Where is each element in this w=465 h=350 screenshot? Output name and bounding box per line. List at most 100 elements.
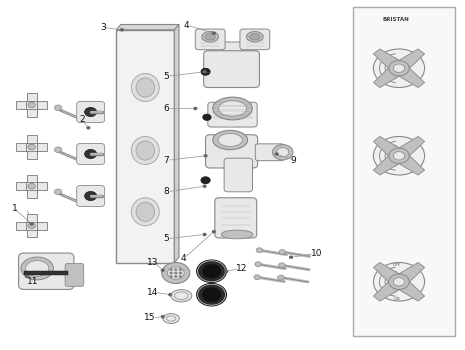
Polygon shape [393, 64, 425, 88]
Circle shape [194, 107, 197, 110]
Polygon shape [373, 277, 405, 301]
Circle shape [255, 262, 261, 267]
Ellipse shape [132, 136, 159, 164]
FancyBboxPatch shape [206, 135, 258, 168]
Ellipse shape [213, 131, 247, 150]
Ellipse shape [221, 230, 253, 239]
Circle shape [373, 49, 425, 88]
FancyBboxPatch shape [195, 29, 225, 50]
FancyBboxPatch shape [26, 143, 37, 151]
Circle shape [85, 107, 97, 117]
Polygon shape [373, 262, 405, 286]
Text: ON: ON [393, 296, 400, 301]
Circle shape [54, 105, 62, 111]
Ellipse shape [136, 202, 154, 222]
FancyBboxPatch shape [215, 198, 257, 238]
Circle shape [179, 276, 181, 277]
FancyBboxPatch shape [26, 222, 37, 230]
Polygon shape [27, 135, 37, 159]
Circle shape [28, 183, 35, 189]
Circle shape [179, 269, 181, 270]
Circle shape [392, 276, 406, 287]
Ellipse shape [163, 314, 179, 323]
Circle shape [201, 68, 210, 75]
Circle shape [213, 32, 215, 34]
Text: 4: 4 [184, 21, 189, 30]
Polygon shape [393, 136, 425, 160]
Ellipse shape [250, 34, 260, 40]
FancyBboxPatch shape [77, 186, 105, 206]
Polygon shape [393, 277, 425, 301]
Circle shape [28, 144, 35, 150]
Text: 5: 5 [164, 72, 169, 81]
Text: 9: 9 [291, 156, 296, 165]
Circle shape [197, 284, 226, 306]
Circle shape [85, 191, 97, 201]
Circle shape [389, 61, 409, 76]
Circle shape [28, 223, 35, 229]
FancyBboxPatch shape [208, 102, 257, 127]
Polygon shape [16, 222, 47, 230]
Circle shape [373, 262, 425, 301]
Polygon shape [373, 64, 405, 88]
Circle shape [203, 71, 206, 73]
Ellipse shape [26, 260, 49, 276]
Ellipse shape [132, 198, 159, 226]
Polygon shape [393, 262, 425, 286]
Circle shape [26, 275, 28, 278]
FancyBboxPatch shape [255, 144, 284, 161]
FancyBboxPatch shape [26, 182, 37, 190]
Circle shape [175, 276, 177, 277]
Polygon shape [27, 93, 37, 117]
FancyBboxPatch shape [224, 158, 252, 192]
Text: 8: 8 [164, 187, 169, 196]
Circle shape [373, 136, 425, 175]
Circle shape [197, 260, 226, 282]
Circle shape [202, 288, 221, 302]
Ellipse shape [174, 292, 188, 300]
Circle shape [87, 127, 90, 129]
FancyBboxPatch shape [77, 144, 105, 164]
Circle shape [272, 145, 293, 160]
Ellipse shape [136, 78, 154, 97]
Polygon shape [16, 101, 47, 109]
Ellipse shape [213, 97, 252, 120]
Text: 15: 15 [144, 313, 156, 322]
Circle shape [120, 29, 123, 31]
Circle shape [254, 275, 260, 280]
Polygon shape [16, 143, 47, 151]
Polygon shape [373, 151, 405, 175]
Circle shape [54, 189, 62, 195]
Text: 12: 12 [236, 264, 247, 273]
Circle shape [202, 264, 221, 278]
Text: 4: 4 [180, 254, 186, 263]
Text: 2: 2 [79, 114, 85, 124]
Circle shape [167, 267, 184, 279]
Circle shape [277, 148, 289, 157]
FancyBboxPatch shape [26, 101, 37, 109]
Text: 10: 10 [311, 249, 322, 258]
Circle shape [161, 269, 164, 271]
Circle shape [203, 185, 206, 187]
Ellipse shape [21, 257, 53, 280]
Polygon shape [16, 182, 47, 190]
Circle shape [170, 276, 172, 277]
Circle shape [213, 231, 215, 233]
Text: 7: 7 [164, 156, 169, 165]
Ellipse shape [202, 32, 219, 42]
Circle shape [393, 278, 405, 286]
Text: BRISTAN: BRISTAN [383, 17, 409, 22]
Circle shape [201, 177, 210, 184]
Circle shape [170, 269, 172, 270]
FancyBboxPatch shape [77, 102, 105, 122]
Ellipse shape [219, 101, 246, 117]
Circle shape [278, 275, 284, 280]
Circle shape [54, 147, 62, 153]
Circle shape [203, 233, 206, 236]
Circle shape [161, 316, 164, 318]
Circle shape [162, 262, 190, 284]
Text: 11: 11 [27, 277, 38, 286]
Circle shape [179, 272, 181, 274]
Ellipse shape [132, 74, 159, 102]
Ellipse shape [218, 134, 242, 147]
